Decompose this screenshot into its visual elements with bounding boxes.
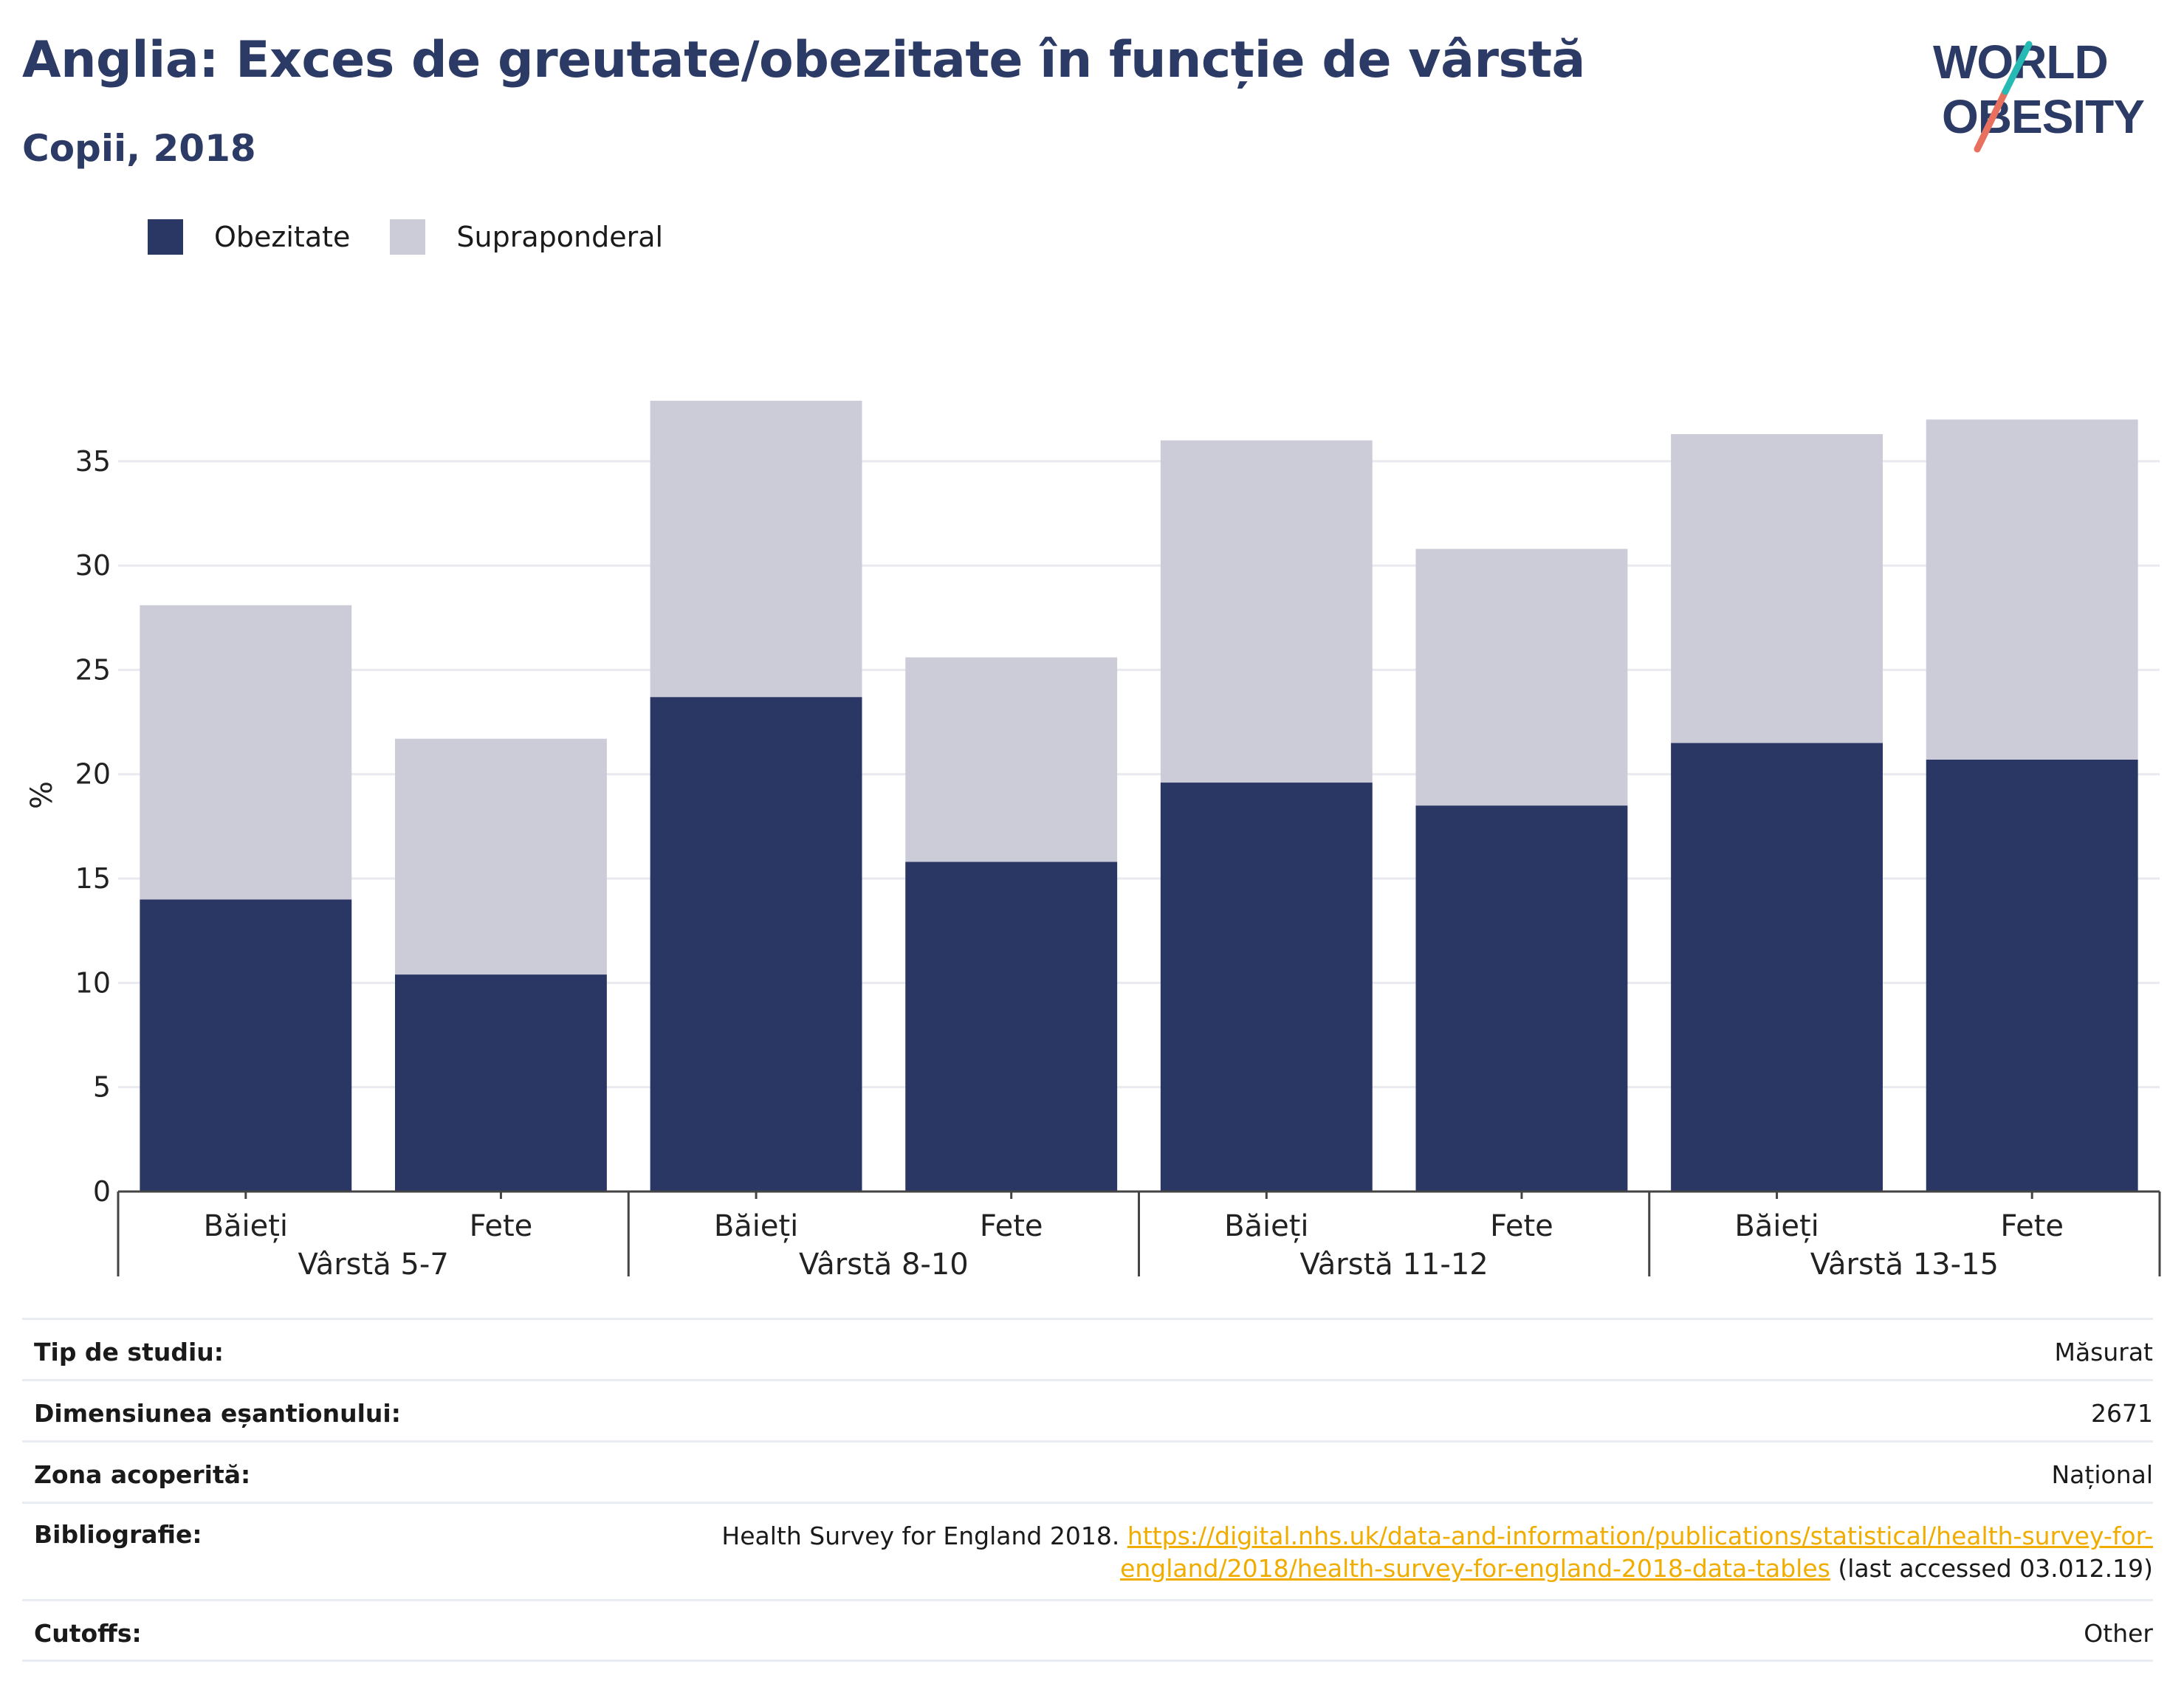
x-group-label: Vârstă 5-7 — [298, 1248, 448, 1282]
svg-text:OBESITY: OBESITY — [1942, 90, 2144, 143]
meta-label: Tip de studiu: — [34, 1338, 224, 1366]
bar-overweight — [395, 738, 607, 975]
y-axis-label: % — [25, 781, 59, 809]
x-tick-label: Fete — [1490, 1209, 1553, 1243]
legend-swatch-obesity — [148, 219, 183, 255]
x-group-label: Vârstă 8-10 — [799, 1248, 969, 1282]
x-tick-label: Fete — [2000, 1209, 2064, 1243]
bar-overweight — [1926, 419, 2138, 760]
meta-value: Măsurat — [2054, 1338, 2153, 1366]
bibliography-link-continued[interactable]: england/2018/health-survey-for-england-2… — [1120, 1554, 1830, 1583]
bar-obesity — [650, 697, 862, 1192]
bar-obesity — [1926, 759, 2138, 1192]
chart-legend: Obezitate Supraponderal — [148, 219, 703, 255]
meta-value: Other — [2084, 1619, 2153, 1648]
x-tick-label: Fete — [470, 1209, 533, 1243]
meta-row-cutoffs: Cutoffs: Other — [22, 1599, 2153, 1662]
x-tick-label: Băieți — [1734, 1209, 1819, 1243]
bibliography-text: Health Survey for England 2018. — [721, 1522, 1120, 1550]
meta-row-bibliography: Bibliografie: Health Survey for England … — [22, 1502, 2153, 1599]
meta-value: Național — [2051, 1460, 2153, 1489]
bar-obesity — [1160, 783, 1373, 1192]
bar-overweight — [1671, 434, 1883, 743]
y-tick-label: 35 — [75, 445, 111, 478]
world-obesity-logo: WORLD OBESITY — [1933, 35, 2145, 153]
page-title: Anglia: Exces de greutate/obezitate în f… — [22, 31, 1585, 89]
bibliography-link[interactable]: https://digital.nhs.uk/data-and-informat… — [1127, 1522, 2153, 1550]
meta-label: Dimensiunea eșantionului: — [34, 1399, 401, 1428]
legend-item-overweight[interactable]: Supraponderal — [390, 219, 663, 255]
y-tick-label: 30 — [75, 549, 111, 582]
bar-obesity — [905, 862, 1118, 1192]
bar-obesity — [395, 974, 607, 1192]
stacked-bar-chart: 0 5 10 15 20 25 30 35% Băieți Fete Băieți Fete Băieț… — [25, 400, 2161, 1282]
meta-value: Health Survey for England 2018. https://… — [721, 1520, 2153, 1585]
bar-obesity — [1671, 743, 1883, 1192]
y-tick-label: 20 — [75, 758, 111, 791]
meta-row-sample-size: Dimensiunea eșantionului: 2671 — [22, 1379, 2153, 1440]
legend-item-obesity[interactable]: Obezitate — [148, 219, 350, 255]
legend-label-overweight: Supraponderal — [456, 221, 664, 253]
page-subtitle: Copii, 2018 — [22, 127, 256, 170]
legend-swatch-overweight — [390, 219, 426, 255]
meta-label: Cutoffs: — [34, 1619, 142, 1648]
x-tick-label: Băieți — [204, 1209, 288, 1243]
bar-obesity — [1415, 805, 1628, 1192]
meta-row-study-type: Tip de studiu: Măsurat — [22, 1318, 2153, 1379]
x-tick-label: Băieți — [1224, 1209, 1308, 1243]
bar-obesity — [140, 899, 352, 1192]
meta-label: Zona acoperită: — [34, 1460, 251, 1489]
meta-value: 2671 — [2091, 1399, 2153, 1428]
y-tick-label: 0 — [93, 1175, 111, 1208]
x-tick-label: Băieți — [714, 1209, 798, 1243]
x-tick-label: Fete — [980, 1209, 1043, 1243]
bar-overweight — [650, 400, 862, 698]
y-tick-label: 25 — [75, 653, 111, 686]
y-tick-label: 15 — [75, 862, 111, 895]
meta-label: Bibliografie: — [34, 1520, 202, 1549]
meta-row-coverage: Zona acoperită: Național — [22, 1440, 2153, 1502]
y-tick-label: 5 — [93, 1071, 111, 1104]
y-tick-label: 10 — [75, 966, 111, 999]
x-group-label: Vârstă 13-15 — [1810, 1248, 1999, 1282]
bar-overweight — [1415, 549, 1628, 806]
bar-overweight — [905, 657, 1118, 862]
bar-overweight — [1160, 440, 1373, 783]
x-group-label: Vârstă 11-12 — [1300, 1248, 1488, 1282]
legend-label-obesity: Obezitate — [214, 221, 351, 253]
bibliography-suffix: (last accessed 03.012.19) — [1838, 1554, 2153, 1583]
bar-overweight — [140, 605, 352, 900]
metadata-table: Tip de studiu: Măsurat Dimensiunea eșant… — [22, 1318, 2153, 1662]
